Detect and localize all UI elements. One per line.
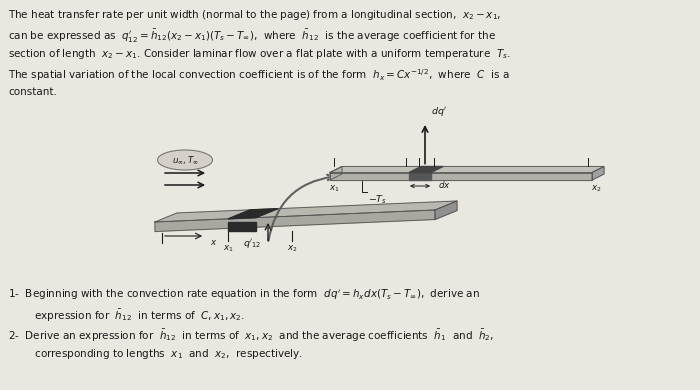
Text: $x_2$: $x_2$ [287, 243, 298, 254]
Text: $-T_s$: $-T_s$ [368, 194, 387, 206]
Polygon shape [330, 167, 604, 172]
Text: $q'_{12}$: $q'_{12}$ [243, 236, 261, 250]
Text: 2-  Derive an expression for  $\bar{h}_{12}$  in terms of  $x_1,x_2$  and the av: 2- Derive an expression for $\bar{h}_{12… [8, 327, 494, 344]
Text: $x$: $x$ [210, 238, 218, 247]
Text: can be expressed as  $q_{12}^{\prime}=\bar{h}_{12}(x_2-x_1)(T_s-T_\infty)$,  whe: can be expressed as $q_{12}^{\prime}=\ba… [8, 28, 496, 45]
Text: constant.: constant. [8, 87, 57, 97]
Polygon shape [228, 209, 278, 219]
Text: 1-  Beginning with the convection rate equation in the form  $dq^{\prime}=h_x dx: 1- Beginning with the convection rate eq… [8, 288, 480, 302]
Text: $x_1$: $x_1$ [328, 184, 339, 195]
Text: $x_2$: $x_2$ [591, 184, 601, 195]
Text: expression for  $\bar{h}_{12}$  in terms of  $C,x_1,x_2$.: expression for $\bar{h}_{12}$ in terms o… [8, 308, 245, 324]
Text: The spatial variation of the local convection coefficient is of the form  $h_x=C: The spatial variation of the local conve… [8, 67, 510, 83]
Text: $dx$: $dx$ [438, 179, 451, 190]
Polygon shape [409, 167, 443, 172]
Polygon shape [228, 222, 256, 232]
Text: $dq'$: $dq'$ [431, 105, 447, 118]
Polygon shape [330, 172, 592, 180]
Text: section of length  $x_2-x_1$. Consider laminar flow over a flat plate with a uni: section of length $x_2-x_1$. Consider la… [8, 48, 511, 61]
Text: corresponding to lengths  $x_1$  and  $x_2$,  respectively.: corresponding to lengths $x_1$ and $x_2$… [8, 347, 303, 361]
Text: The heat transfer rate per unit width (normal to the page) from a longitudinal s: The heat transfer rate per unit width (n… [8, 8, 501, 22]
Polygon shape [330, 167, 342, 180]
Text: $u_\infty, T_\infty$: $u_\infty, T_\infty$ [172, 154, 198, 166]
Polygon shape [592, 167, 604, 180]
Polygon shape [409, 172, 431, 180]
Ellipse shape [158, 150, 213, 170]
Text: $x_1$: $x_1$ [223, 243, 233, 254]
Polygon shape [155, 201, 457, 222]
Polygon shape [435, 201, 457, 220]
Polygon shape [155, 210, 435, 232]
